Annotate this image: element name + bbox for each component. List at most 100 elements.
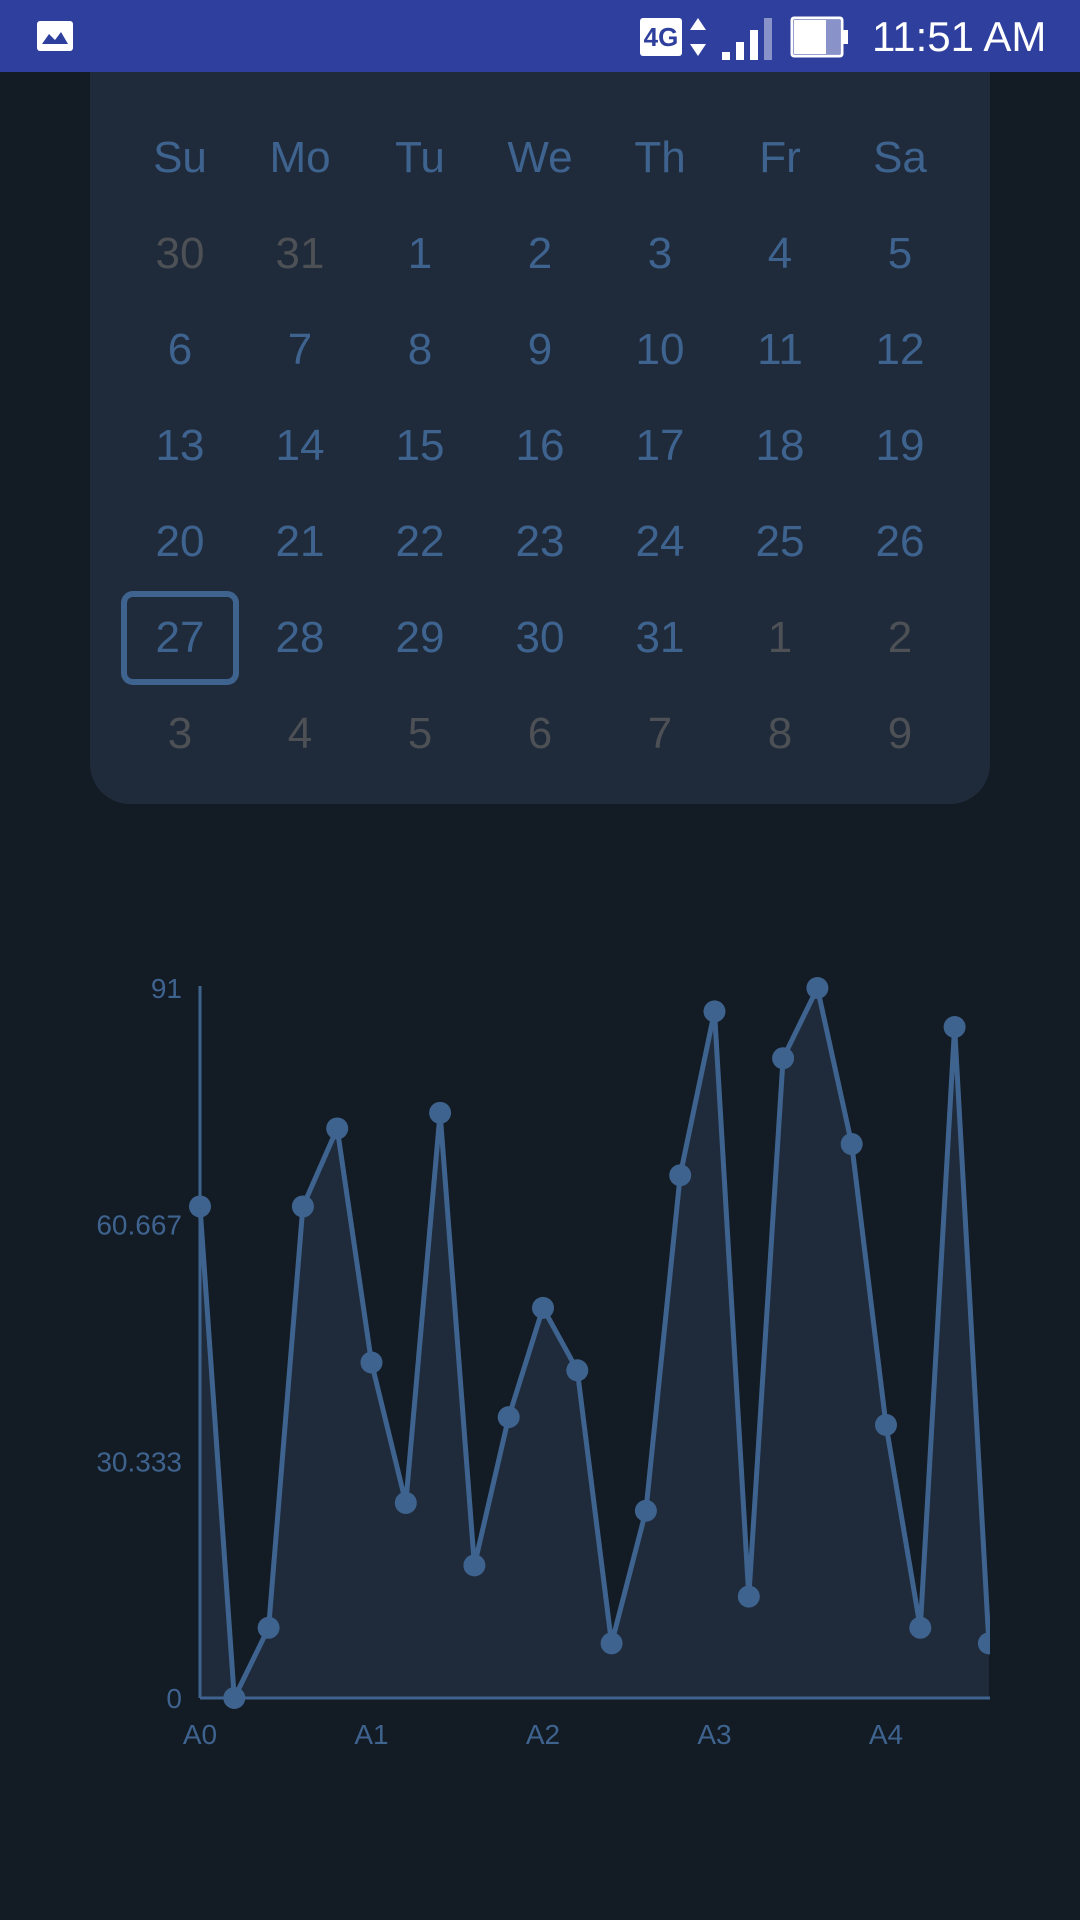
calendar-day[interactable]: 6: [167, 325, 193, 374]
x-tick-label: A4: [869, 1719, 903, 1750]
battery-icon: [790, 16, 848, 58]
calendar-day[interactable]: 31: [275, 229, 325, 278]
calendar-day[interactable]: 12: [875, 325, 925, 374]
calendar-day[interactable]: 7: [647, 709, 673, 758]
x-tick-label: A2: [526, 1719, 560, 1750]
week-row: 3 4 5 6 7 8 9: [120, 686, 960, 782]
weekday-label: Th: [634, 133, 686, 182]
data-point: [840, 1133, 863, 1156]
calendar-day[interactable]: 1: [407, 229, 433, 278]
weekday-header-row: Su Mo Tu We Th Fr Sa: [120, 110, 960, 206]
data-point: [326, 1117, 349, 1140]
weekday-label: Su: [153, 133, 207, 182]
data-point: [634, 1499, 657, 1522]
data-point: [257, 1616, 280, 1639]
data-point: [669, 1164, 692, 1187]
data-point: [429, 1101, 452, 1124]
y-tick-label: 91: [151, 973, 182, 1004]
calendar-day[interactable]: 4: [287, 709, 313, 758]
x-tick-label: A1: [354, 1719, 388, 1750]
calendar-day[interactable]: 18: [755, 421, 805, 470]
calendar-day[interactable]: 19: [875, 421, 925, 470]
calendar-day[interactable]: 22: [395, 517, 445, 566]
calendar-day[interactable]: 26: [875, 517, 925, 566]
data-point: [566, 1359, 589, 1382]
calendar-grid: Su Mo Tu We Th Fr Sa 30 31 1 2 3 4 5 6 7 8 9 10 11 12 13 14 15 1…: [120, 110, 960, 782]
data-point: [600, 1632, 623, 1655]
gallery-icon: [37, 21, 73, 51]
data-point: [291, 1195, 314, 1218]
calendar-day[interactable]: 24: [635, 517, 685, 566]
x-tick-label: A3: [697, 1719, 731, 1750]
calendar-day[interactable]: 25: [755, 517, 805, 566]
calendar-day[interactable]: 20: [155, 517, 205, 566]
weekday-label: We: [507, 133, 573, 182]
calendar-day[interactable]: 30: [155, 229, 205, 278]
data-point: [977, 1632, 990, 1655]
data-point: [943, 1016, 966, 1039]
calendar-day[interactable]: 28: [275, 613, 325, 662]
weekday-label: Sa: [873, 133, 927, 182]
calendar-day[interactable]: 4: [767, 229, 793, 278]
weekday-label: Mo: [269, 133, 331, 182]
weekday-label: Tu: [395, 133, 445, 182]
calendar-day[interactable]: 23: [515, 517, 565, 566]
calendar-day[interactable]: 10: [635, 325, 685, 374]
calendar-day[interactable]: 14: [275, 421, 325, 470]
data-point: [360, 1351, 383, 1374]
calendar-day[interactable]: 29: [395, 613, 445, 662]
data-point: [532, 1296, 554, 1319]
calendar-day[interactable]: 8: [407, 325, 433, 374]
calendar-day[interactable]: 30: [515, 613, 565, 662]
area-fill: [200, 988, 989, 1698]
calendar-day[interactable]: 11: [757, 325, 803, 374]
y-tick-label: 60.667: [96, 1210, 182, 1241]
calendar-day[interactable]: 8: [767, 709, 793, 758]
calendar-day[interactable]: 16: [515, 421, 565, 470]
calendar-day[interactable]: 5: [407, 709, 433, 758]
chart-canvas: 0 30.333 60.667 91 A0 A1 A2 A3 A4: [96, 973, 990, 1750]
calendar-day[interactable]: 3: [647, 229, 673, 278]
data-point: [189, 1195, 211, 1218]
calendar-day[interactable]: 1: [767, 613, 793, 662]
week-row: 27 28 29 30 31 1 2: [120, 590, 960, 686]
calendar-day[interactable]: 6: [527, 709, 553, 758]
data-point: [909, 1616, 932, 1639]
week-row: 13 14 15 16 17 18 19: [120, 398, 960, 494]
y-tick-label: 30.333: [96, 1446, 182, 1477]
data-point: [463, 1554, 486, 1577]
data-point: [703, 1000, 726, 1023]
calendar-day[interactable]: 2: [527, 229, 553, 278]
data-point: [223, 1687, 246, 1709]
calendar-month-view: Su Mo Tu We Th Fr Sa 30 31 1 2 3 4 5 6 7 8 9 10 11 12 13 14 15 1…: [90, 72, 990, 804]
calendar-day[interactable]: 17: [635, 421, 685, 470]
calendar-day[interactable]: 7: [287, 325, 313, 374]
data-point: [394, 1491, 417, 1514]
network-type-badge: 4G: [640, 18, 682, 56]
calendar-day[interactable]: 9: [527, 325, 553, 374]
calendar-day[interactable]: 15: [395, 421, 445, 470]
calendar-day[interactable]: 31: [635, 613, 685, 662]
data-point: [875, 1413, 897, 1436]
calendar-day[interactable]: 13: [155, 421, 205, 470]
calendar-day[interactable]: 5: [887, 229, 913, 278]
status-bar: 4G 11:51 AM: [0, 0, 1080, 72]
calendar-day[interactable]: 9: [887, 709, 913, 758]
weekday-label: Fr: [759, 133, 801, 182]
data-point: [737, 1585, 760, 1608]
week-row: 6 7 8 9 10 11 12: [120, 302, 960, 398]
clock: 11:51 AM: [872, 13, 1047, 60]
signal-icon: [722, 18, 772, 60]
calendar-day[interactable]: 3: [167, 709, 193, 758]
series-line: [197, 985, 990, 1701]
x-tick-label: A0: [183, 1719, 217, 1750]
calendar-day[interactable]: 2: [887, 613, 913, 662]
calendar-day-selected[interactable]: 27: [121, 591, 239, 685]
area-chart: 0 30.333 60.667 91 A0 A1 A2 A3 A4: [0, 940, 1080, 1760]
data-point: [497, 1406, 520, 1429]
data-arrows-icon: [690, 18, 706, 56]
y-tick-label: 0: [166, 1683, 182, 1714]
week-row: 20 21 22 23 24 25 26: [120, 494, 960, 590]
data-point: [772, 1047, 795, 1070]
calendar-day[interactable]: 21: [275, 517, 325, 566]
